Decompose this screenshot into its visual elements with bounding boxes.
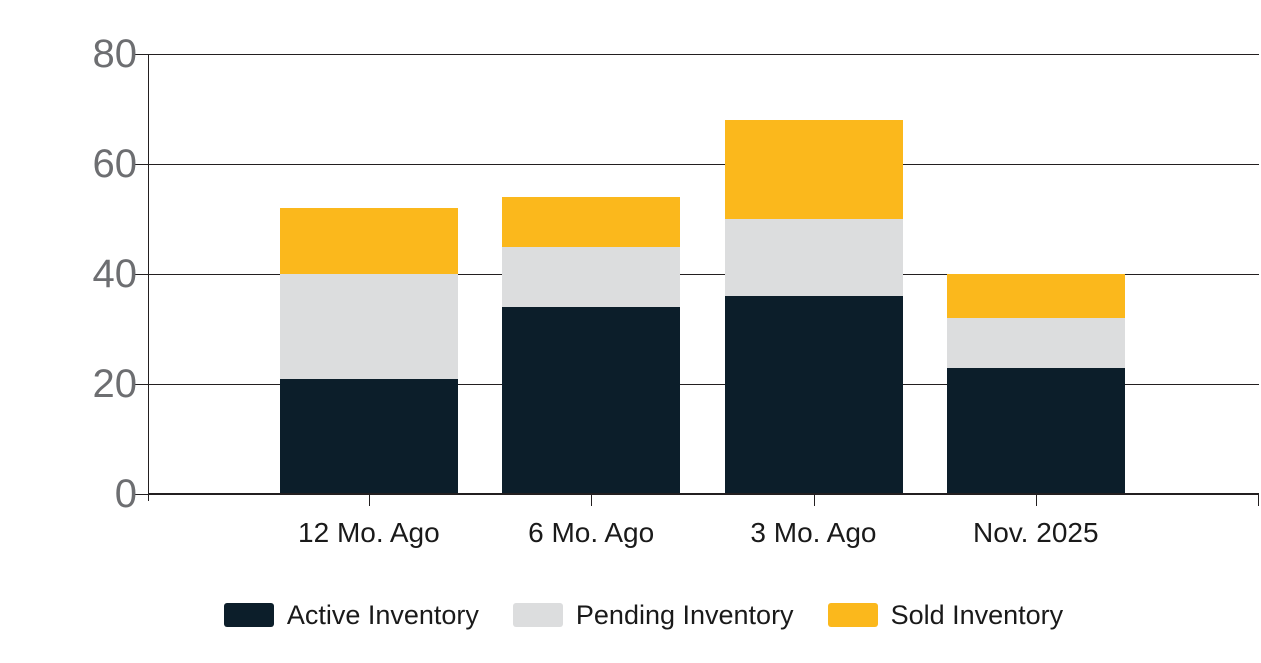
legend-item-pending-inventory: Pending Inventory: [512, 600, 794, 630]
bar-segment-active-inventory: [724, 296, 903, 494]
bar-segment-sold-inventory: [946, 274, 1125, 318]
bar-6-mo-ago: [502, 197, 681, 494]
y-axis-tick-label: 80: [92, 32, 138, 76]
x-axis-tick: [591, 495, 593, 506]
legend-label: Sold Inventory: [890, 600, 1064, 630]
y-axis-tick: [135, 494, 149, 495]
bar-segment-sold-inventory: [724, 120, 903, 219]
legend-label: Pending Inventory: [575, 600, 794, 630]
bar-3-mo-ago: [724, 120, 903, 494]
bar-segment-active-inventory: [280, 378, 458, 494]
y-axis-tick: [135, 384, 149, 385]
legend-item-sold-inventory: Sold Inventory: [827, 600, 1064, 630]
legend-item-active-inventory: Active Inventory: [223, 600, 479, 630]
legend-swatch-active-inventory: [223, 603, 274, 627]
bar-segment-active-inventory: [502, 307, 681, 494]
bar-segment-sold-inventory: [280, 208, 458, 274]
bar-segment-active-inventory: [946, 367, 1125, 494]
x-axis-tick: [369, 495, 370, 506]
y-axis-tick: [135, 164, 149, 165]
x-axis-category-label: 3 Mo. Ago: [750, 517, 877, 548]
x-axis-category-label: 6 Mo. Ago: [528, 517, 655, 548]
plot-area: [149, 54, 1259, 495]
x-axis-line: [149, 493, 1259, 495]
x-axis-category-label: Nov. 2025: [972, 517, 1099, 548]
y-axis-tick: [135, 274, 149, 275]
y-axis-line: [148, 54, 149, 501]
bar-12-mo-ago: [280, 208, 458, 494]
legend-label: Active Inventory: [286, 600, 479, 630]
legend: Active Inventory Pending Inventory Sold In…: [0, 600, 1261, 630]
x-axis-tick: [1035, 495, 1037, 506]
x-axis-tick: [813, 495, 815, 506]
bar-nov-2025: [946, 274, 1125, 494]
y-axis-tick-label: 20: [92, 362, 138, 406]
y-axis-tick: [135, 54, 149, 55]
y-axis-tick-label: 0: [114, 472, 137, 516]
legend-swatch-pending-inventory: [512, 603, 563, 627]
bar-segment-pending-inventory: [946, 318, 1125, 368]
bar-segment-pending-inventory: [502, 246, 681, 307]
x-axis-category-label: 12 Mo. Ago: [298, 517, 440, 548]
gridline-y-60: [149, 164, 1259, 165]
x-axis-end-tick: [1258, 495, 1259, 506]
y-axis-tick-label: 40: [92, 252, 138, 296]
bar-segment-sold-inventory: [502, 197, 681, 247]
bar-segment-pending-inventory: [724, 219, 903, 296]
gridline-y-20: [149, 384, 1259, 385]
bar-segment-pending-inventory: [280, 274, 458, 379]
legend-swatch-sold-inventory: [827, 603, 878, 627]
y-axis-tick-label: 60: [92, 142, 138, 186]
gridline-y-80: [149, 54, 1259, 55]
gridline-y-40: [149, 274, 1259, 275]
